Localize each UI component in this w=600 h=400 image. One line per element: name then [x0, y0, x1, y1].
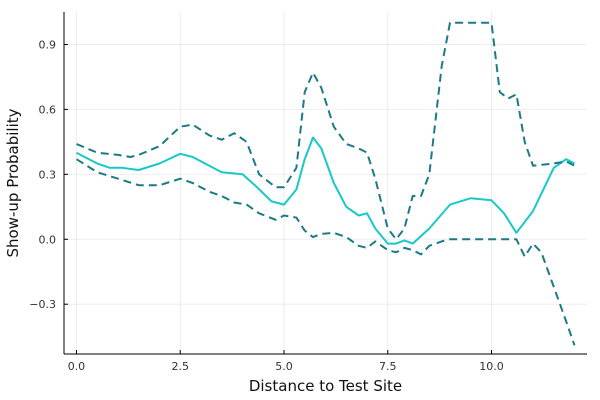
tick-labels: 0.0 2.5 5.0 7.5 10.0 −0.3 0.0 0.3 0.6 0.9	[29, 38, 504, 373]
y-tick-label: 0.6	[39, 103, 57, 116]
x-tick-label: 2.5	[171, 360, 189, 373]
x-tick-label: 5.0	[275, 360, 293, 373]
x-axis-label: Distance to Test Site	[249, 377, 402, 395]
y-axis-label: Show-up Probability	[4, 108, 22, 257]
y-tick-label: 0.0	[39, 233, 57, 246]
x-tick-label: 7.5	[379, 360, 397, 373]
axes	[63, 12, 587, 355]
gridlines	[64, 12, 587, 354]
y-tick-label: 0.3	[39, 168, 57, 181]
confidence-band-line	[75, 158, 576, 346]
estimate-line	[76, 136, 575, 245]
x-tick-label: 10.0	[479, 360, 504, 373]
series-group	[75, 21, 576, 346]
x-tick-label: 0.0	[68, 360, 86, 373]
y-tick-label: 0.9	[39, 38, 57, 51]
y-tick-label: −0.3	[29, 298, 56, 311]
confidence-band-line	[76, 21, 575, 241]
